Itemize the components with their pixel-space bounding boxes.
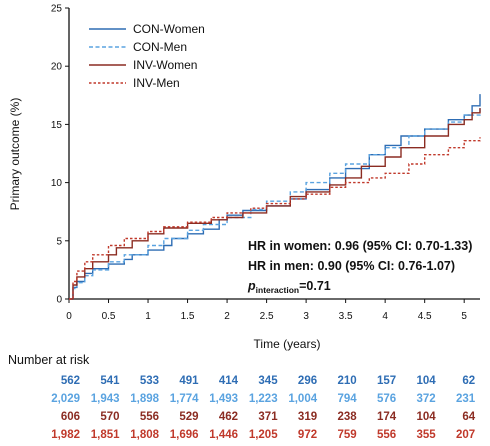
risk-cell: 2,029: [51, 393, 80, 405]
y-tick-label: 15: [51, 120, 63, 131]
risk-cell: 296: [298, 375, 317, 387]
risk-cell: 529: [179, 411, 198, 423]
risk-cell: 210: [337, 375, 356, 387]
x-tick-label: 3.5: [339, 311, 353, 322]
p-symbol: p: [247, 279, 256, 293]
risk-cell: 1,982: [51, 429, 80, 441]
series-line-con-men: [69, 108, 481, 300]
risk-cell: 794: [337, 393, 357, 405]
risk-cell: 556: [377, 429, 396, 441]
risk-cell: 972: [298, 429, 317, 441]
y-tick-label: 20: [51, 62, 63, 73]
x-tick-label: 4: [382, 311, 388, 322]
hr-women-label: HR in women: 0.96 (95% CI: 0.70-1.33): [248, 239, 472, 253]
risk-cell: 231: [456, 393, 476, 405]
x-tick-label: 2.5: [260, 311, 274, 322]
x-tick-label: 0: [66, 311, 72, 322]
risk-cell: 1,223: [249, 393, 278, 405]
risk-cell: 1,004: [288, 393, 317, 405]
x-tick-label: 3: [303, 311, 309, 322]
y-ticks: 0 5 10 15 20 25: [51, 4, 69, 306]
risk-cell: 104: [416, 411, 436, 423]
risk-cell: 157: [377, 375, 396, 387]
risk-cell: 533: [140, 375, 159, 387]
x-ticks: 0 0.5 1 1.5 2 2.5 3 3.5 4 4.5 5: [66, 299, 467, 322]
y-tick-label: 25: [51, 4, 63, 15]
risk-cell: 174: [377, 411, 397, 423]
risk-cell: 1,774: [170, 393, 199, 405]
x-tick-label: 4.5: [418, 311, 432, 322]
risk-cell: 1,205: [249, 429, 278, 441]
risk-cell: 62: [462, 375, 475, 387]
risk-cell: 491: [179, 375, 199, 387]
series-line-inv-women: [69, 108, 481, 300]
legend-label-con-women: CON-Women: [133, 22, 205, 36]
risk-cell: 759: [337, 429, 356, 441]
risk-cell: 1,696: [170, 429, 199, 441]
risk-cell: 104: [416, 375, 436, 387]
risk-cell: 319: [298, 411, 317, 423]
risk-cell: 1,943: [91, 393, 120, 405]
x-tick-label: 5: [461, 311, 467, 322]
y-axis-title: Primary outcome (%): [8, 98, 22, 211]
hr-men-label: HR in men: 0.90 (95% CI: 0.76-1.07): [248, 259, 455, 273]
x-tick-label: 2: [224, 311, 230, 322]
p-interaction-label: pinteraction=0.71: [247, 279, 331, 295]
risk-cell: 1,446: [209, 429, 238, 441]
y-tick-label: 5: [56, 236, 62, 247]
risk-cell: 1,898: [130, 393, 159, 405]
risk-cell: 64: [462, 411, 475, 423]
risk-cell: 570: [100, 411, 119, 423]
x-tick-label: 1.5: [181, 311, 195, 322]
risk-cell: 1,493: [209, 393, 238, 405]
risk-cell: 562: [61, 375, 80, 387]
risk-cell: 414: [219, 375, 239, 387]
risk-table-title: Number at risk: [8, 353, 90, 367]
legend-label-con-men: CON-Men: [133, 40, 187, 54]
series-line-inv-men: [69, 137, 481, 300]
risk-cell: 238: [337, 411, 357, 423]
risk-cell: 345: [258, 375, 278, 387]
legend-label-inv-women: INV-Women: [133, 58, 197, 72]
risk-cell: 541: [100, 375, 120, 387]
y-tick-label: 10: [51, 178, 63, 189]
risk-cell: 371: [258, 411, 278, 423]
y-tick-label: 0: [56, 295, 62, 306]
risk-cell: 1,808: [130, 429, 159, 441]
legend-label-inv-men: INV-Men: [133, 76, 180, 90]
risk-cell: 606: [61, 411, 80, 423]
x-tick-label: 0.5: [102, 311, 116, 322]
series-group: [69, 94, 481, 300]
risk-cell: 207: [456, 429, 475, 441]
risk-cell: 462: [219, 411, 238, 423]
x-axis-title: Time (years): [254, 337, 321, 351]
p-value: =0.71: [299, 279, 331, 293]
risk-cell: 355: [416, 429, 436, 441]
risk-table: 562 541 533 491 414 345 296 210 157 104 62 2,029 1,9…: [51, 375, 476, 441]
x-tick-label: 1: [145, 311, 151, 322]
p-subscript: interaction: [256, 285, 299, 295]
risk-cell: 1,851: [91, 429, 120, 441]
risk-cell: 576: [377, 393, 396, 405]
legend: CON-Women CON-Men INV-Women INV-Men: [89, 22, 205, 90]
risk-cell: 372: [416, 393, 435, 405]
risk-cell: 556: [140, 411, 159, 423]
